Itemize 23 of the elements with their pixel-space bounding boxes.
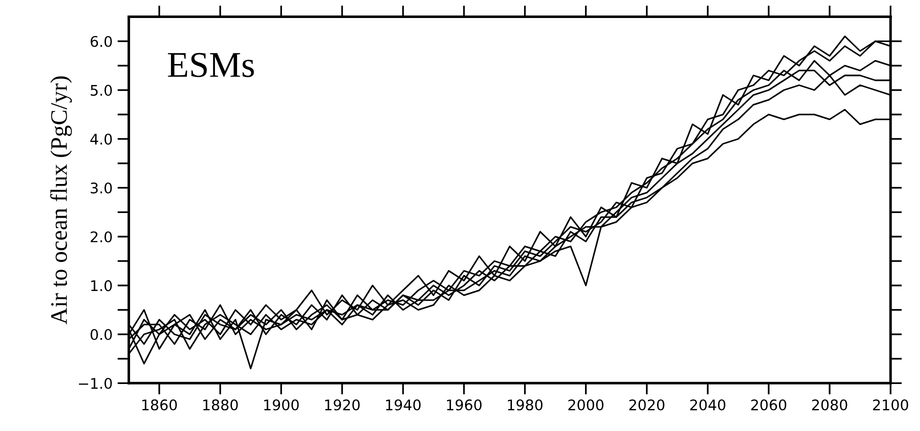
x-tick-label: 2020 bbox=[629, 399, 664, 410]
y-axis-title: Air to ocean flux (PgC/yr) bbox=[50, 76, 72, 324]
x-tick-label: 2040 bbox=[690, 399, 726, 410]
x-tick-label: 1960 bbox=[447, 399, 482, 410]
y-tick-label: 0.0 bbox=[90, 329, 112, 340]
x-tick-label: 2060 bbox=[751, 399, 786, 410]
x-tick-label: 2100 bbox=[873, 399, 908, 410]
x-tick-label: 1980 bbox=[508, 399, 543, 410]
x-tick-label: 1940 bbox=[386, 399, 421, 410]
x-tick-label: 1900 bbox=[264, 399, 299, 410]
x-tick-label: 1880 bbox=[203, 399, 238, 410]
x-tick-label: 1920 bbox=[325, 399, 360, 410]
x-tick-label: 2080 bbox=[812, 399, 848, 410]
y-tick-label: 3.0 bbox=[90, 182, 112, 194]
x-tick-label: 2000 bbox=[568, 399, 604, 410]
y-tick-label: 4.0 bbox=[90, 134, 112, 145]
y-tick-label: 6.0 bbox=[90, 36, 112, 47]
y-tick-label: −1.0 bbox=[78, 378, 112, 389]
y-tick-label: 1.0 bbox=[91, 280, 112, 292]
y-tick-label: 2.0 bbox=[90, 231, 112, 242]
annotation: ESMs bbox=[168, 52, 254, 78]
y-tick-label: 5.0 bbox=[90, 84, 112, 96]
x-tick-label: 1860 bbox=[142, 399, 177, 410]
